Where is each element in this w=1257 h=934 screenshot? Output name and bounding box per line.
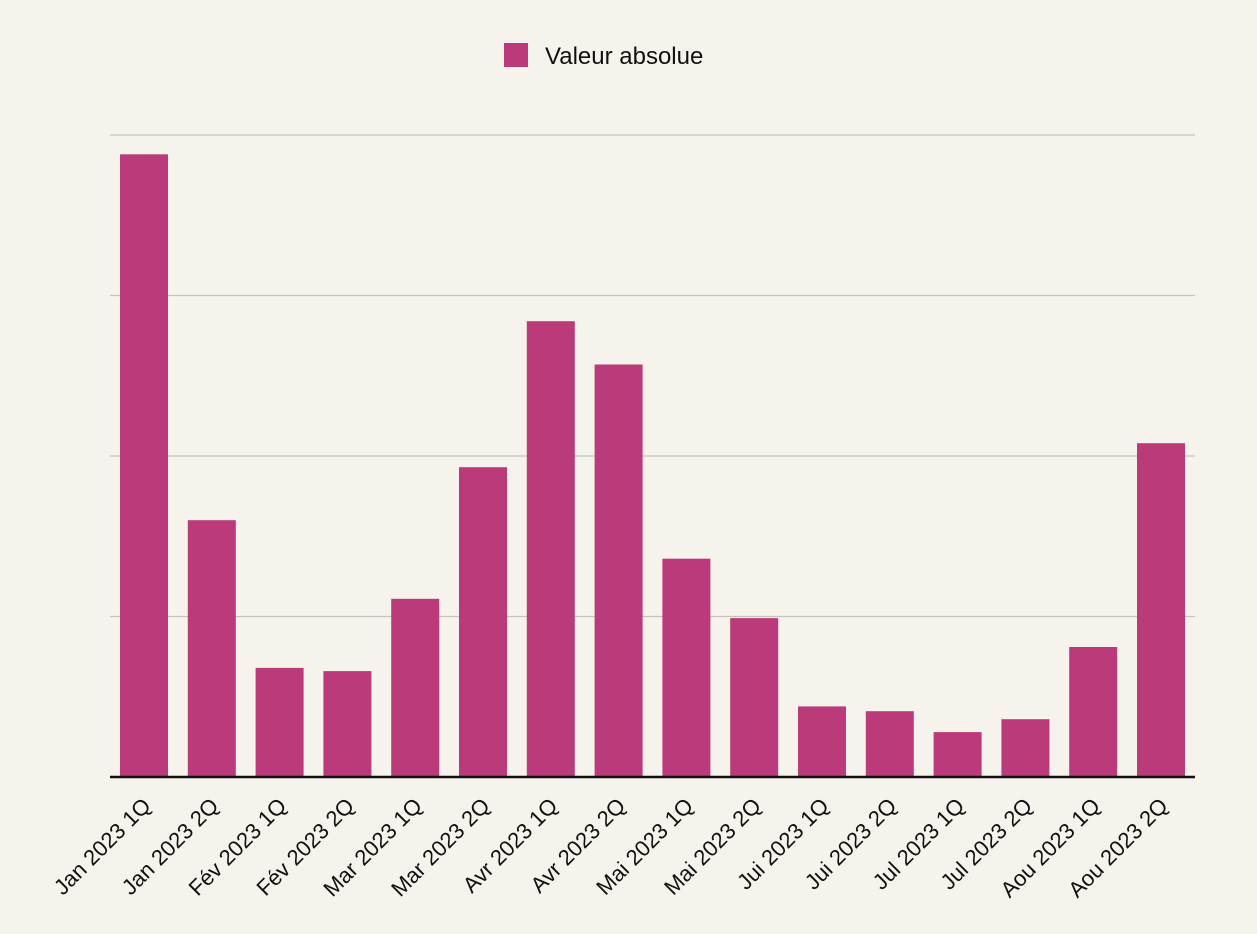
legend: Valeur absolue	[504, 43, 703, 70]
bar-15	[1069, 647, 1118, 777]
bar-1	[120, 154, 168, 778]
legend-label: Valeur absolue	[545, 43, 703, 70]
bar-7	[526, 321, 575, 777]
bars	[120, 154, 1185, 778]
bar-3	[255, 667, 304, 777]
bar-10	[730, 618, 779, 777]
bar-11	[798, 706, 846, 777]
bar-6	[459, 467, 507, 777]
bar-2	[187, 520, 236, 777]
bar-4	[323, 671, 372, 777]
legend-swatch	[504, 43, 528, 67]
bar-8	[594, 364, 643, 777]
bar-14	[1001, 719, 1050, 777]
bar-9	[662, 558, 711, 777]
bar-12	[865, 711, 914, 777]
bar-5	[391, 598, 440, 777]
bar-16	[1137, 443, 1185, 777]
bar-13	[933, 732, 982, 777]
gridlines	[110, 134, 1195, 618]
